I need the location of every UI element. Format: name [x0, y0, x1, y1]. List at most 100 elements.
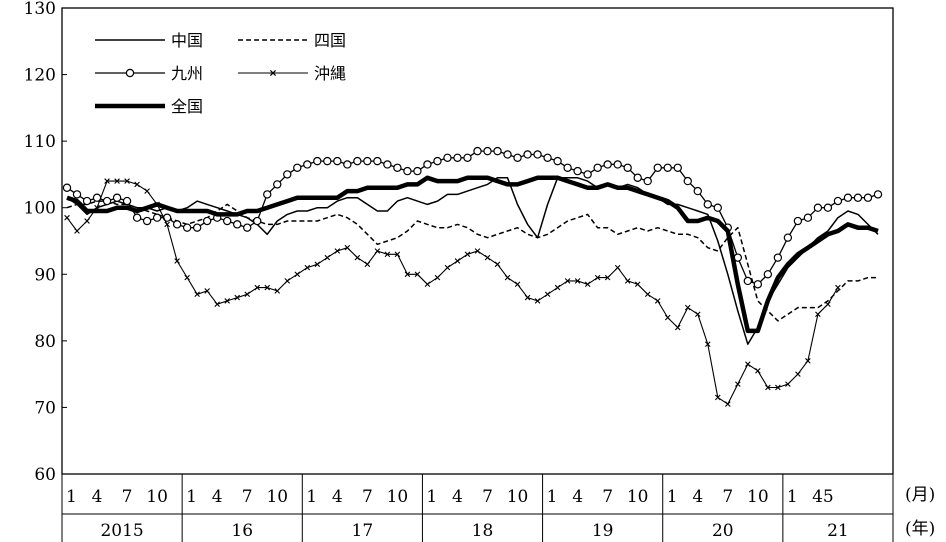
- x-year-label: 2015: [100, 521, 143, 541]
- plot-frame: [61, 7, 894, 475]
- x-year-label: 17: [352, 521, 374, 541]
- point-kyushu: [633, 173, 642, 182]
- x-month-tick-label: 1: [66, 487, 77, 507]
- point-okinawa: [725, 401, 731, 407]
- point-kyushu: [493, 146, 502, 156]
- point-okinawa: [524, 294, 531, 301]
- legend-label-kyushu: 九州: [171, 64, 203, 83]
- point-okinawa: [554, 284, 561, 291]
- point-kyushu: [243, 223, 252, 232]
- legend-marker-kyushu: [125, 68, 135, 78]
- x-month-tick-label: 10: [627, 487, 649, 507]
- point-kyushu: [293, 163, 302, 172]
- point-kyushu: [813, 203, 823, 212]
- point-kyushu: [152, 213, 162, 222]
- series-kyushu: [62, 146, 883, 289]
- point-kyushu: [413, 166, 422, 176]
- x-year-label: 16: [231, 521, 253, 541]
- x-month-tick-label: 4: [332, 487, 343, 507]
- x-month-tick-label: 1: [787, 487, 798, 507]
- series-line-kyushu: [66, 150, 879, 285]
- point-okinawa: [745, 361, 751, 367]
- point-kyushu: [72, 190, 82, 199]
- x-month-tick-label: 10: [266, 487, 288, 507]
- point-okinawa: [805, 358, 811, 364]
- point-okinawa: [234, 294, 240, 301]
- point-okinawa: [244, 291, 251, 298]
- point-okinawa: [514, 281, 521, 288]
- point-okinawa: [464, 251, 471, 258]
- x-month-tick-label: 1: [306, 487, 317, 507]
- point-kyushu: [503, 150, 512, 159]
- point-okinawa: [474, 248, 481, 254]
- x-month-tick-label: 4: [572, 487, 583, 507]
- point-okinawa: [314, 261, 321, 268]
- point-okinawa: [164, 221, 170, 228]
- point-kyushu: [613, 160, 622, 169]
- point-okinawa: [254, 284, 261, 291]
- point-okinawa: [324, 254, 331, 261]
- x-month-tick-label: 10: [387, 487, 409, 507]
- point-kyushu: [283, 170, 292, 179]
- point-okinawa: [414, 271, 421, 278]
- series-layer: [62, 146, 883, 407]
- y-tick-label: 120: [24, 66, 56, 86]
- point-kyushu: [573, 166, 582, 176]
- x-year-label: 19: [592, 521, 614, 541]
- point-okinawa: [224, 298, 230, 304]
- point-kyushu: [463, 153, 472, 162]
- point-okinawa: [134, 181, 140, 188]
- point-kyushu: [843, 193, 853, 202]
- point-okinawa: [334, 248, 341, 254]
- x-month-tick-label: 7: [242, 487, 253, 507]
- x-month-tick-label: 10: [146, 487, 168, 507]
- point-kyushu: [643, 176, 652, 186]
- year-unit-label: (年): [905, 519, 935, 539]
- point-kyushu: [753, 280, 763, 289]
- point-kyushu: [313, 156, 322, 166]
- point-okinawa: [755, 368, 761, 374]
- point-kyushu: [513, 153, 522, 162]
- point-okinawa: [504, 274, 511, 281]
- point-kyushu: [533, 150, 542, 159]
- point-kyushu: [132, 213, 142, 222]
- series-chugoku: [66, 177, 879, 345]
- point-kyushu: [443, 153, 452, 162]
- point-kyushu: [863, 193, 873, 202]
- point-okinawa: [674, 324, 681, 331]
- point-kyushu: [693, 186, 702, 196]
- x-month-tick-label: 1: [667, 487, 678, 507]
- point-kyushu: [553, 156, 562, 166]
- point-okinawa: [735, 381, 741, 387]
- point-kyushu: [683, 176, 692, 186]
- point-okinawa: [444, 264, 451, 271]
- x-month-tick-label: 4: [692, 487, 703, 507]
- point-okinawa: [785, 381, 791, 387]
- point-okinawa: [264, 284, 271, 291]
- point-okinawa: [765, 384, 771, 391]
- point-okinawa: [374, 248, 381, 254]
- legend-label-shikoku: 四国: [314, 31, 346, 50]
- point-okinawa: [835, 284, 841, 291]
- point-okinawa: [424, 281, 431, 288]
- x-month-tick-label: 45: [812, 487, 834, 507]
- legend-label-okinawa: 沖縄: [314, 64, 346, 83]
- point-kyushu: [473, 146, 482, 156]
- series-line-chugoku: [66, 177, 879, 345]
- point-kyushu: [523, 150, 532, 159]
- series-okinawa: [64, 178, 841, 407]
- point-kyushu: [373, 156, 382, 166]
- point-okinawa: [534, 298, 541, 304]
- x-year-label: 20: [712, 521, 734, 541]
- x-month-tick-label: 7: [362, 487, 373, 507]
- x-month-tick-label: 7: [122, 487, 133, 507]
- point-okinawa: [74, 228, 80, 234]
- point-okinawa: [434, 274, 441, 281]
- y-tick-label: 130: [24, 0, 56, 19]
- point-kyushu: [793, 216, 803, 226]
- point-kyushu: [222, 216, 232, 226]
- point-kyushu: [233, 220, 242, 229]
- point-okinawa: [404, 271, 411, 278]
- point-kyushu: [593, 163, 602, 172]
